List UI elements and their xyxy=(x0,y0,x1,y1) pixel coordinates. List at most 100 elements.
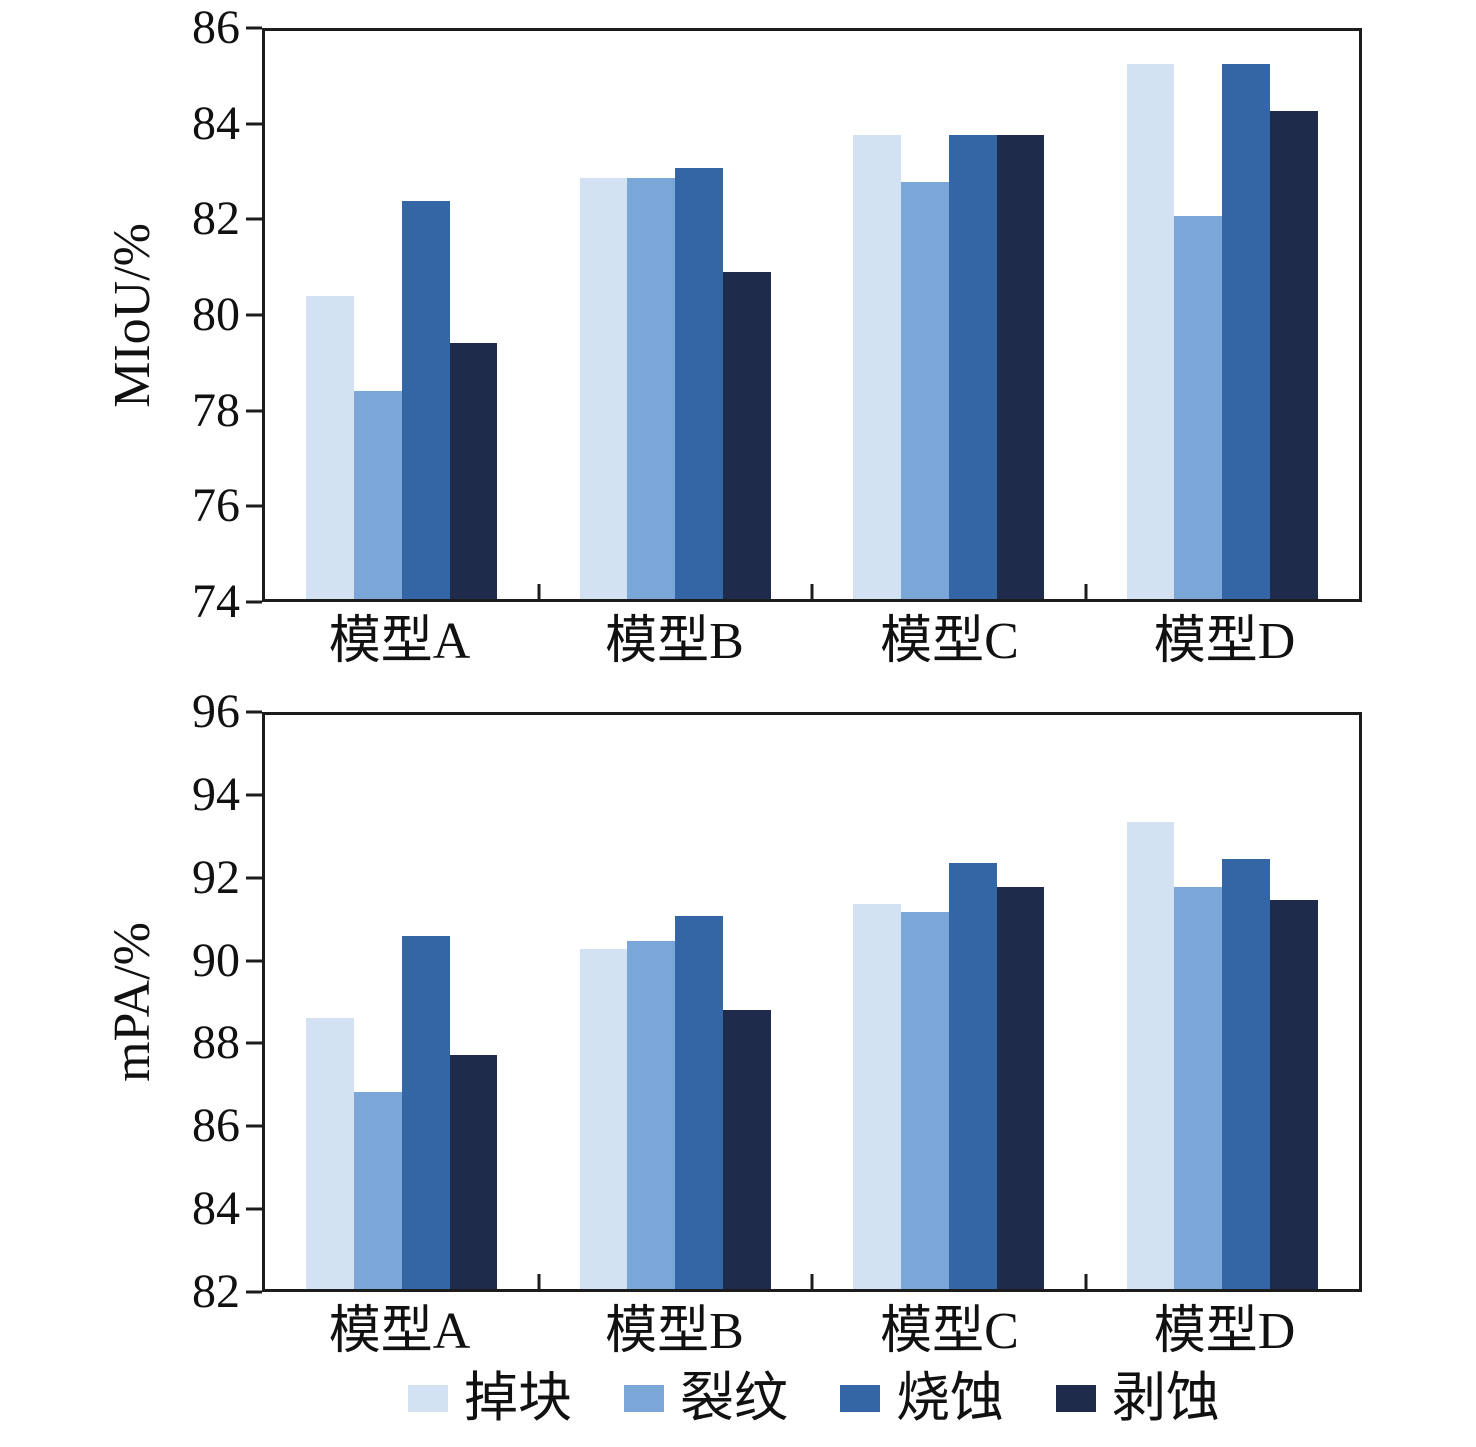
bar xyxy=(353,390,402,599)
x-tick-mark xyxy=(537,584,540,599)
bars-layer xyxy=(265,31,1359,599)
bar xyxy=(627,940,676,1289)
x-tick-mark xyxy=(1084,1274,1087,1289)
y-tick-label: 90 xyxy=(192,933,240,987)
y-tick-label: 86 xyxy=(192,1,240,54)
bar xyxy=(1270,111,1318,599)
x-axis-labels: 模型A 模型B 模型C 模型D xyxy=(262,1300,1362,1358)
legend-item-掉块: 掉块 xyxy=(408,1371,572,1425)
bar xyxy=(675,915,724,1289)
bar xyxy=(306,296,354,599)
bar-group-模型A xyxy=(265,31,539,599)
y-axis: 74 76 78 80 82 84 86 xyxy=(0,4,262,626)
x-category-label: 模型A xyxy=(328,613,471,670)
y-tick-label: 84 xyxy=(192,96,240,150)
y-tick-mark xyxy=(246,1207,262,1211)
y-tick-label: 92 xyxy=(192,850,240,904)
y-tick-label: 96 xyxy=(192,685,240,738)
y-tick-label: 82 xyxy=(192,1265,240,1318)
bar xyxy=(1222,858,1271,1289)
bar-group-模型A xyxy=(265,715,539,1289)
mpa-chart: mPA/% 82 84 86 88 90 92 94 96 模型A 模型B 模型C 模型D xyxy=(0,688,1476,1358)
bar xyxy=(900,182,949,599)
plot-area xyxy=(262,712,1362,1292)
y-tick-label: 82 xyxy=(192,192,240,246)
bar xyxy=(1126,821,1175,1289)
y-tick-mark xyxy=(246,217,262,221)
x-category-label: 模型A xyxy=(328,1303,471,1360)
plot-area xyxy=(262,28,1362,602)
y-tick-mark xyxy=(246,710,262,714)
bar xyxy=(1126,64,1175,599)
bar-group-模型B xyxy=(539,31,813,599)
legend-item-烧蚀: 烧蚀 xyxy=(840,1371,1004,1425)
bar xyxy=(627,177,676,599)
miou-chart: MIoU/% 74 76 78 80 82 84 86 模型A 模型B 模型C 模型D xyxy=(0,4,1476,668)
bar xyxy=(900,911,949,1289)
legend-label: 烧蚀 xyxy=(896,1368,1004,1428)
y-tick-label: 84 xyxy=(192,1182,240,1236)
y-tick-mark xyxy=(246,1124,262,1128)
y-tick-label: 78 xyxy=(192,383,240,437)
y-tick-label: 74 xyxy=(192,575,240,628)
x-category-label: 模型C xyxy=(880,613,1019,670)
bar xyxy=(948,862,997,1289)
bar xyxy=(723,1010,771,1289)
bar xyxy=(579,177,628,599)
legend-swatch xyxy=(624,1384,664,1412)
bar xyxy=(675,168,724,599)
bar xyxy=(1174,215,1223,599)
legend-label: 裂纹 xyxy=(680,1368,788,1428)
bar xyxy=(996,887,1045,1289)
y-tick-mark xyxy=(246,959,262,963)
bar xyxy=(353,1092,402,1289)
y-tick-label: 94 xyxy=(192,767,240,821)
legend-swatch xyxy=(840,1384,880,1412)
y-tick-label: 76 xyxy=(192,479,240,533)
y-tick-mark xyxy=(246,1041,262,1045)
y-tick-mark xyxy=(246,793,262,797)
x-category-label: 模型C xyxy=(880,1303,1019,1360)
y-tick-mark xyxy=(246,409,262,413)
y-axis: 82 84 86 88 90 92 94 96 xyxy=(0,688,262,1316)
bar-group-模型C xyxy=(812,715,1086,1289)
y-tick-mark xyxy=(246,1290,262,1294)
legend-item-剥蚀: 剥蚀 xyxy=(1056,1371,1220,1425)
legend-label: 剥蚀 xyxy=(1112,1368,1220,1428)
bar xyxy=(449,1055,498,1289)
bar xyxy=(579,948,628,1289)
bar xyxy=(853,903,901,1289)
bar xyxy=(449,343,498,599)
y-tick-mark xyxy=(246,313,262,317)
y-tick-mark xyxy=(246,504,262,508)
legend-swatch xyxy=(408,1384,448,1412)
bars-layer xyxy=(265,715,1359,1289)
bar-group-模型D xyxy=(1086,31,1360,599)
bar xyxy=(853,135,901,599)
y-tick-label: 86 xyxy=(192,1099,240,1153)
x-category-label: 模型B xyxy=(605,1303,744,1360)
bar-group-模型C xyxy=(812,31,1086,599)
y-tick-mark xyxy=(246,122,262,126)
bar xyxy=(1270,899,1318,1289)
legend-label: 掉块 xyxy=(464,1368,572,1428)
x-axis-labels: 模型A 模型B 模型C 模型D xyxy=(262,610,1362,668)
y-tick-mark xyxy=(246,600,262,604)
x-tick-mark xyxy=(537,1274,540,1289)
bar xyxy=(996,135,1045,599)
y-tick-mark xyxy=(246,876,262,880)
bar xyxy=(948,135,997,599)
x-category-label: 模型D xyxy=(1153,613,1296,670)
legend-swatch xyxy=(1056,1384,1096,1412)
y-tick-label: 88 xyxy=(192,1016,240,1070)
bar xyxy=(723,272,771,599)
bar xyxy=(401,201,450,599)
bar-group-模型D xyxy=(1086,715,1360,1289)
y-tick-mark xyxy=(246,26,262,30)
y-tick-label: 80 xyxy=(192,288,240,341)
bar-group-模型B xyxy=(539,715,813,1289)
x-tick-mark xyxy=(810,584,814,599)
x-tick-mark xyxy=(810,1274,814,1289)
bar xyxy=(401,936,450,1289)
